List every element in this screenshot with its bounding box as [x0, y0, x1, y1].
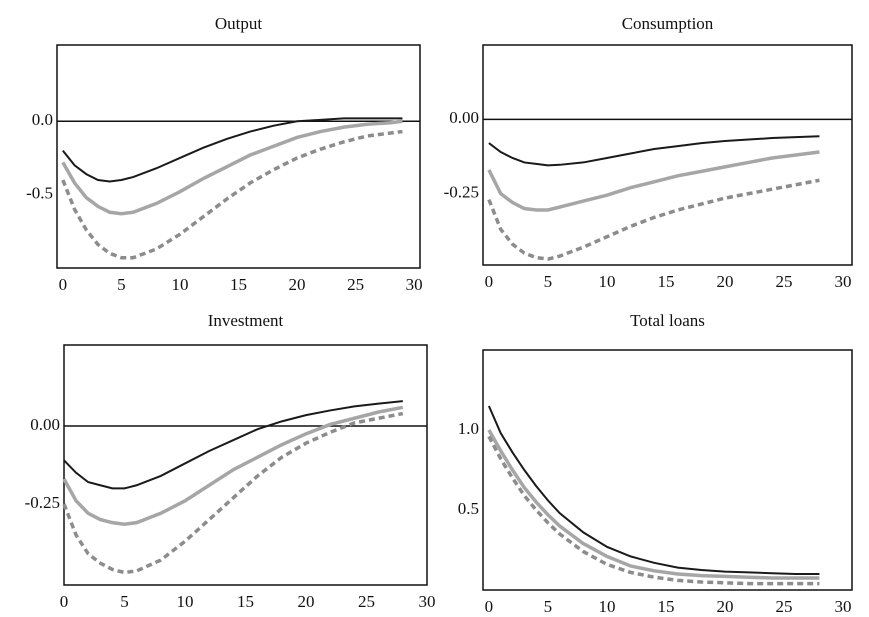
x-tick-label: 10	[598, 597, 615, 616]
plot-frame	[56, 44, 421, 269]
y-tick-label: 0.00	[449, 108, 479, 127]
panel-title: Consumption	[622, 14, 714, 33]
line-series	[488, 135, 820, 167]
line-series	[61, 129, 403, 260]
line-series	[487, 429, 820, 580]
y-tick-label: -0.25	[444, 183, 479, 202]
x-tick-label: 10	[598, 272, 615, 291]
x-tick-label: 25	[347, 275, 364, 294]
line-series	[487, 435, 820, 586]
y-tick-label: 0.5	[458, 499, 479, 518]
line-series	[62, 405, 404, 526]
x-tick-label: 5	[544, 272, 553, 291]
line-series	[487, 405, 820, 575]
x-tick-label: 5	[544, 597, 553, 616]
x-tick-label: 20	[716, 597, 733, 616]
panel-title: Output	[215, 14, 263, 33]
panel-title: Total loans	[630, 311, 705, 330]
panel-title: Investment	[208, 311, 284, 330]
x-tick-label: 10	[177, 592, 194, 611]
x-tick-label: 5	[117, 275, 126, 294]
x-tick-label: 15	[657, 272, 674, 291]
x-tick-label: 30	[835, 272, 852, 291]
x-tick-label: 15	[230, 275, 247, 294]
plot-frame	[482, 349, 853, 591]
x-tick-label: 5	[120, 592, 129, 611]
x-tick-label: 15	[657, 597, 674, 616]
x-tick-label: 20	[289, 275, 306, 294]
line-series	[63, 400, 403, 490]
x-tick-label: 30	[406, 275, 423, 294]
x-tick-label: 0	[59, 275, 68, 294]
x-tick-label: 30	[419, 592, 436, 611]
y-tick-label: -0.25	[25, 493, 60, 512]
x-tick-label: 25	[358, 592, 375, 611]
x-tick-label: 25	[776, 272, 793, 291]
y-tick-label: -0.5	[26, 184, 53, 203]
x-tick-label: 15	[237, 592, 254, 611]
x-tick-label: 20	[298, 592, 315, 611]
line-series	[487, 178, 820, 261]
x-tick-label: 0	[60, 592, 69, 611]
y-tick-label: 1.0	[458, 419, 479, 438]
x-tick-label: 25	[776, 597, 793, 616]
line-series	[62, 411, 404, 575]
line-series	[61, 119, 403, 216]
x-tick-label: 0	[485, 272, 494, 291]
y-tick-label: 0.0	[32, 110, 53, 129]
plot-frame	[482, 44, 853, 266]
x-tick-label: 0	[485, 597, 494, 616]
x-tick-label: 20	[716, 272, 733, 291]
x-tick-label: 10	[171, 275, 188, 294]
line-series	[62, 117, 403, 183]
plot-frame	[63, 344, 428, 586]
x-tick-label: 30	[835, 597, 852, 616]
line-series	[487, 150, 820, 212]
y-tick-label: 0.00	[30, 415, 60, 434]
